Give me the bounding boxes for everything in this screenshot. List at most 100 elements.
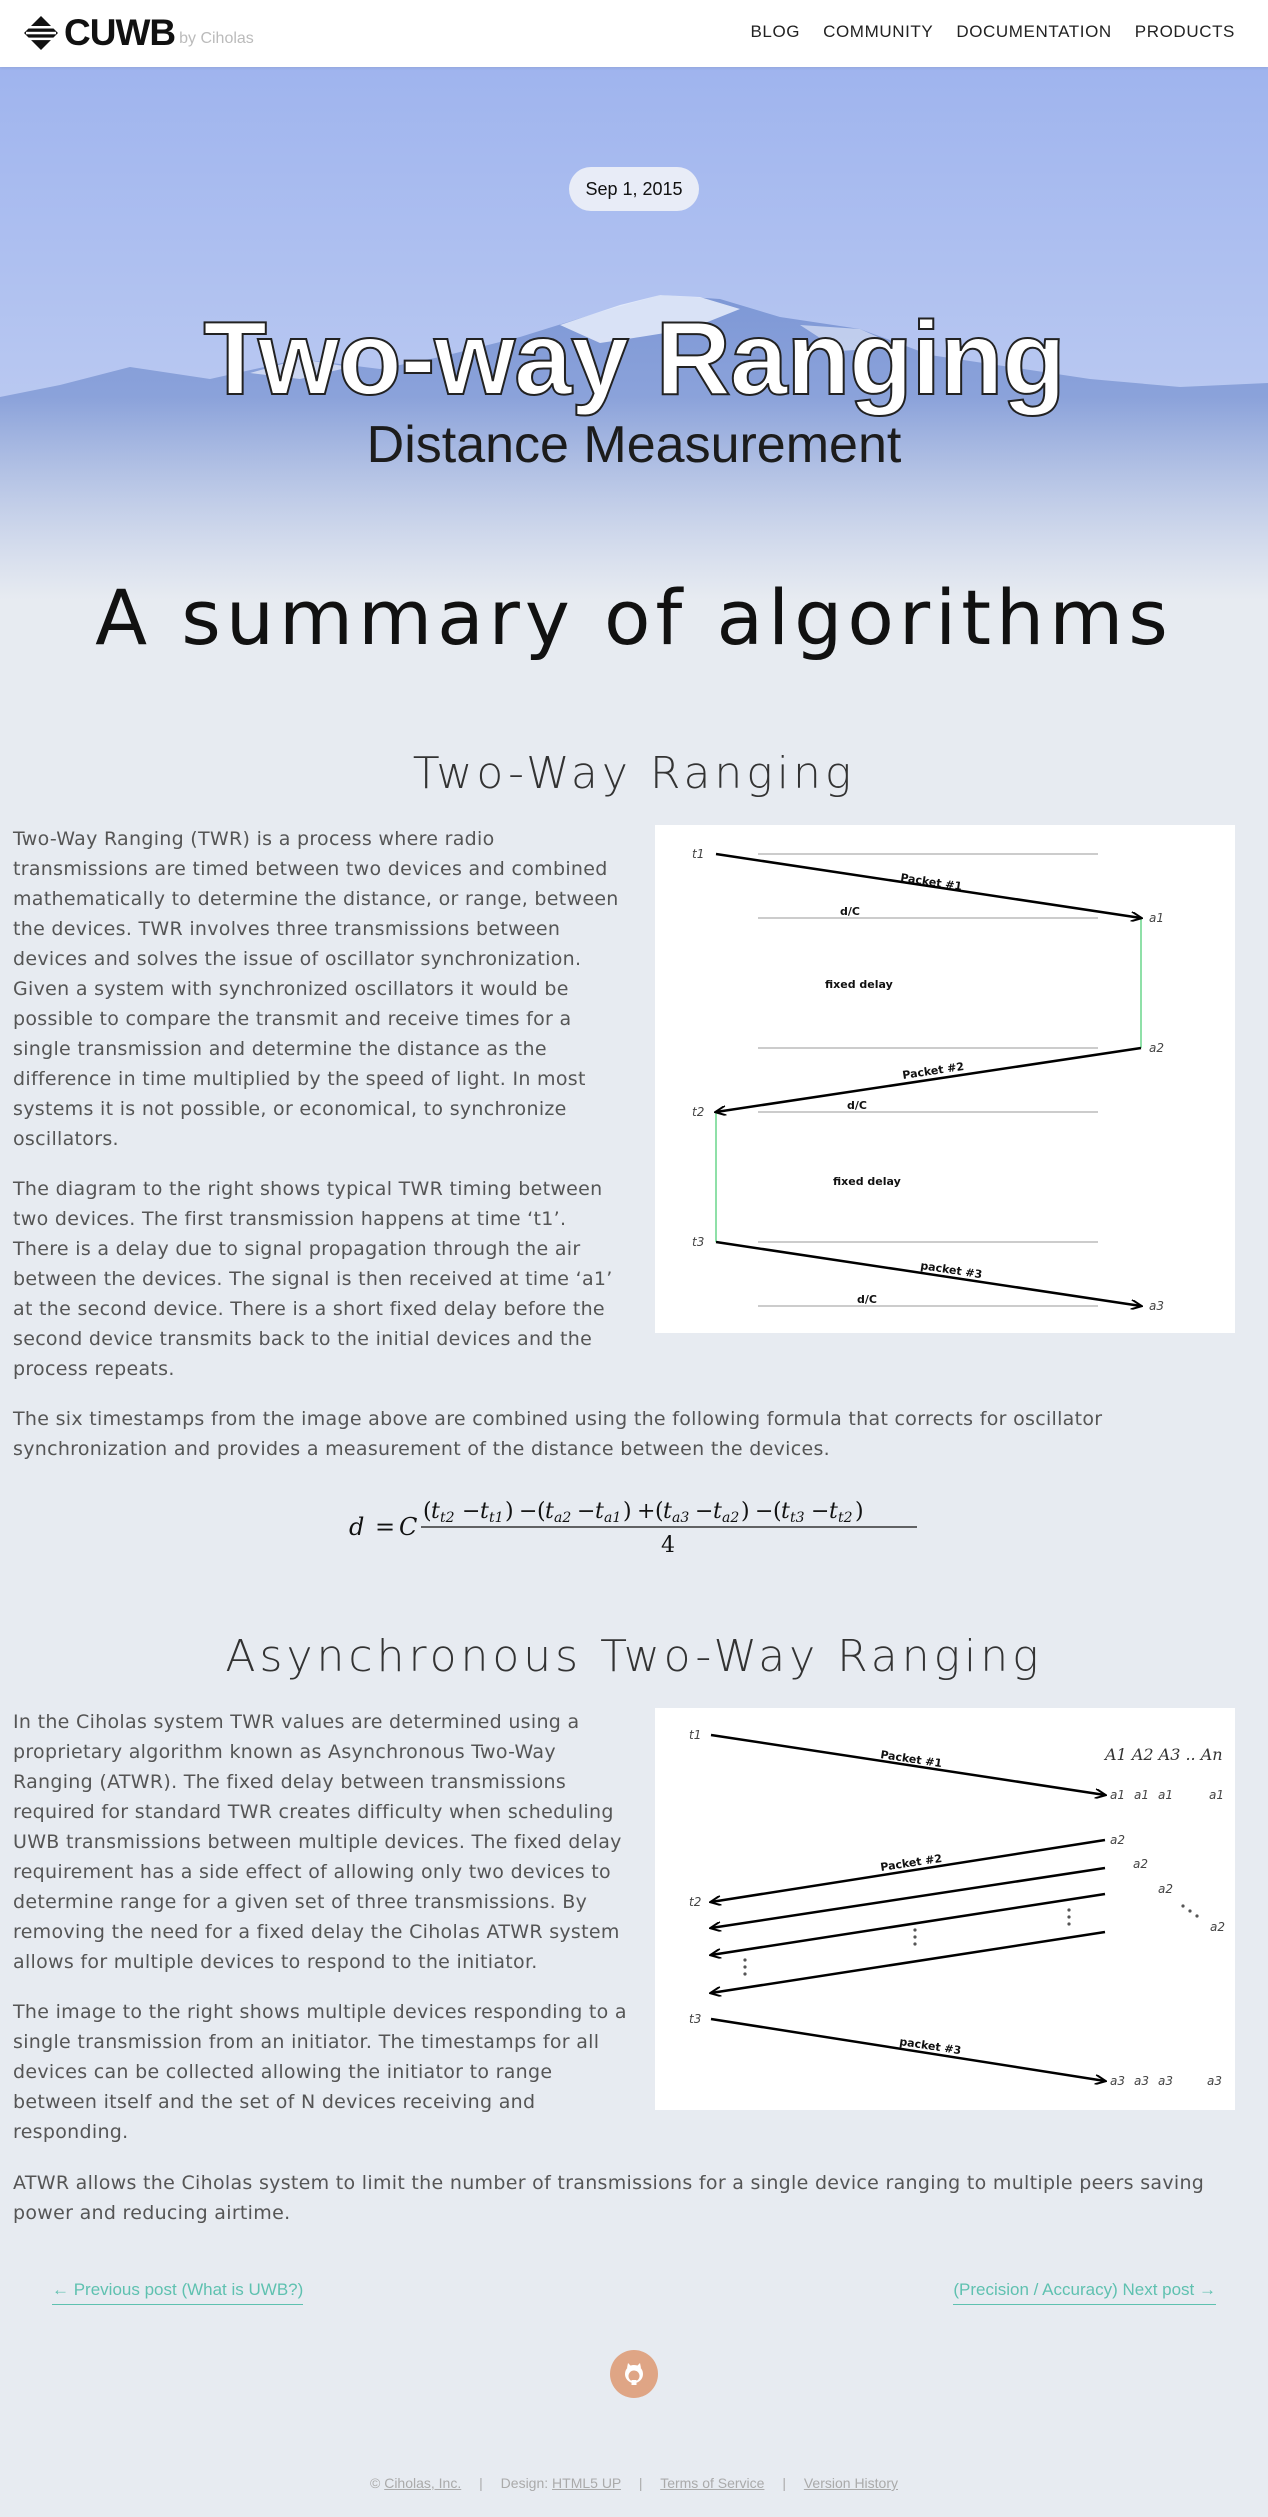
logo-text: CUWB [64, 12, 176, 53]
svg-text:d: d [349, 1513, 364, 1541]
svg-text:t: t [431, 1499, 440, 1524]
label-fixed-delay-1: fixed delay [825, 978, 893, 991]
label-fixed-delay-2: fixed delay [833, 1175, 901, 1188]
menu-item-community[interactable]: COMMUNITY [823, 22, 934, 41]
svg-text:t: t [595, 1499, 604, 1524]
text-line: The image to the right shows multiple de… [13, 2001, 627, 2023]
atwr-intro-paragraph: In the Ciholas system TWR values are det… [13, 1707, 643, 1977]
design-credit-link[interactable]: HTML5 UP [552, 2475, 622, 2491]
label-a3: a3 [1110, 2074, 1125, 2088]
svg-text:=: = [375, 1513, 395, 1541]
svg-text:t: t [545, 1499, 554, 1524]
label-a1: a1 [1209, 1788, 1224, 1802]
label-devices: A1 A2 A3 .. An [1103, 1745, 1223, 1764]
github-icon [625, 2363, 643, 2385]
label-t1: t1 [689, 1728, 701, 1742]
svg-text:(: ( [537, 1499, 546, 1524]
svg-text:): ) [741, 1499, 750, 1524]
text-line: There is a delay due to signal propagati… [13, 1238, 581, 1260]
svg-text:t: t [829, 1499, 838, 1524]
svg-text:t: t [663, 1499, 672, 1524]
design-label: Design: [500, 2475, 549, 2491]
text-line: requirement has a side effect of allowin… [13, 1861, 611, 1883]
label-t3: t3 [689, 2012, 701, 2026]
label-t3: t3 [692, 1235, 704, 1249]
text-line: allows for multiple devices to respond t… [13, 1951, 538, 1973]
text-line: two devices. The first transmission happ… [13, 1208, 567, 1230]
svg-text:−: − [577, 1499, 595, 1524]
atwr-timing-diagram: t1 t2 t3 a1 a1 a1 a1 a2 a2 a2 a2 a3 a3 a… [655, 1708, 1235, 2110]
label-a2: a2 [1133, 1857, 1148, 1871]
hero-title: Two-way Ranging [202, 301, 1066, 417]
menu-item-documentation[interactable]: DOCUMENTATION [956, 22, 1112, 41]
text-line: the devices. TWR involves three transmis… [13, 918, 561, 940]
svg-text:): ) [855, 1499, 864, 1524]
text-line: UWB transmissions between multiple devic… [13, 1831, 622, 1853]
svg-text:(: ( [423, 1499, 432, 1524]
label-a1: a1 [1158, 1788, 1173, 1802]
text-line: transmissions are timed between two devi… [13, 858, 608, 880]
main-menu: BLOG COMMUNITY DOCUMENTATION PRODUCTS [750, 22, 1235, 42]
label-a2: a2 [1149, 1041, 1164, 1055]
svg-text:−: − [462, 1499, 480, 1524]
label-packet-1: Packet #1 [880, 1748, 943, 1770]
text-line: process repeats. [13, 1358, 175, 1380]
site-footer: © Ciholas, Inc. | Design: HTML5 UP | Ter… [369, 2475, 899, 2491]
twr-intro-paragraph: Two-Way Ranging (TWR) is a process where… [13, 824, 643, 1154]
svg-text:t: t [781, 1499, 790, 1524]
svg-text:−: − [811, 1499, 829, 1524]
terms-link[interactable]: Terms of Service [660, 2475, 765, 2491]
text-line: second device transmits back to the init… [13, 1328, 593, 1350]
svg-text:): ) [505, 1499, 514, 1524]
svg-text:t: t [713, 1499, 722, 1524]
atwr-summary-paragraph: ATWR allows the Ciholas system to limit … [13, 2168, 1253, 2228]
company-link[interactable]: Ciholas, Inc. [384, 2475, 462, 2491]
mountain-background [0, 67, 1268, 600]
twr-formula-paragraph: The six timestamps from the image above … [13, 1404, 1253, 1464]
twr-timing-diagram: t1 t2 t3 a1 a2 a3 Packet #1 Packet #2 pa… [655, 825, 1235, 1333]
text-line: difference in time multiplied by the spe… [13, 1068, 586, 1090]
label-t2: t2 [689, 1895, 701, 1909]
text-line: single transmission and determine the di… [13, 1038, 547, 1060]
cuwb-logo-icon [24, 16, 58, 50]
text-line: power and reducing airtime. [13, 2202, 291, 2224]
svg-text:(: ( [655, 1499, 664, 1524]
text-line: devices can be collected allowing the in… [13, 2061, 553, 2083]
github-button[interactable] [610, 2350, 658, 2398]
text-line: The six timestamps from the image above … [13, 1408, 1103, 1430]
text-line: possible to compare the transmit and rec… [13, 1008, 572, 1030]
site-logo[interactable]: CUWB by Ciholas [22, 12, 254, 53]
text-line: In the Ciholas system TWR values are det… [13, 1711, 580, 1733]
svg-text:t2: t2 [838, 1510, 853, 1526]
next-post-link[interactable]: (Precision / Accuracy) Next post → [953, 2280, 1216, 2305]
menu-item-products[interactable]: PRODUCTS [1134, 22, 1235, 41]
label-a3: a3 [1158, 2074, 1173, 2088]
svg-text:t: t [480, 1499, 489, 1524]
text-line: Given a system with synchronized oscilla… [13, 978, 569, 1000]
text-line: ATWR allows the Ciholas system to limit … [13, 2172, 1205, 2194]
svg-text:a2: a2 [554, 1510, 571, 1526]
twr-distance-formula: d = C ( t t2 − t t1 ) − ( t a2 − t a1 ) + ( … [345, 1490, 925, 1560]
label-a3: a3 [1134, 2074, 1149, 2088]
menu-item-blog[interactable]: BLOG [750, 22, 801, 41]
svg-text:): ) [623, 1499, 632, 1524]
section-heading-atwr: Asynchronous Two-Way Ranging [225, 1631, 1043, 1682]
previous-post-link[interactable]: ← Previous post (What is UWB?) [52, 2280, 304, 2305]
label-t1: t1 [692, 847, 704, 861]
page-title: A summary of algorithms [95, 573, 1173, 662]
label-a3: a3 [1207, 2074, 1222, 2088]
post-date-badge: Sep 1, 2015 [569, 167, 699, 211]
svg-text:−: − [519, 1499, 537, 1524]
text-line: proprietary algorithm known as Asynchron… [13, 1741, 556, 1763]
label-dc-1: d/C [840, 905, 860, 918]
version-history-link[interactable]: Version History [803, 2475, 899, 2491]
label-a1: a1 [1134, 1788, 1149, 1802]
text-line: determine range for a given set of three… [13, 1891, 588, 1913]
text-line: between the devices. The signal is then … [13, 1268, 613, 1290]
label-dc-2: d/C [847, 1099, 867, 1112]
svg-text:a3: a3 [672, 1510, 689, 1526]
text-line: removing the need for a fixed delay the … [13, 1921, 620, 1943]
svg-text:t3: t3 [790, 1510, 805, 1526]
label-a2: a2 [1210, 1920, 1225, 1934]
text-line: Ranging (ATWR). The fixed delay between … [13, 1771, 567, 1793]
